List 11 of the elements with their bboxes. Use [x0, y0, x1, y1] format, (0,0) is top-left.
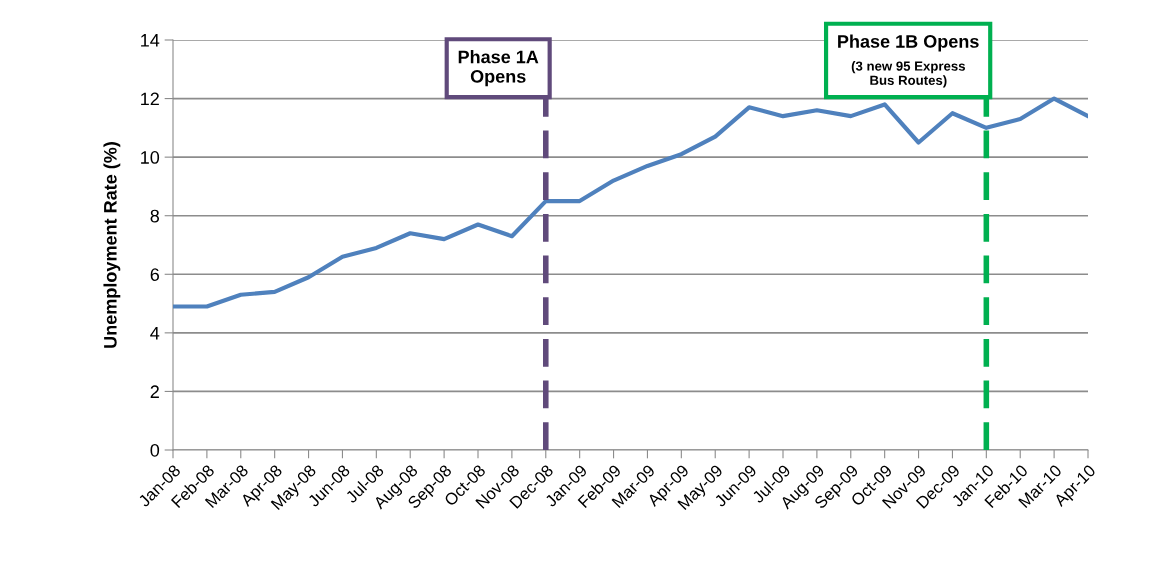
- y-tick-label: 14: [141, 34, 160, 47]
- y-tick-label: 0: [150, 443, 160, 457]
- y-tick-label: 10: [141, 151, 160, 164]
- y-tick-label: 12: [141, 92, 159, 106]
- ref-line-label: Phase 1A Opens: [458, 50, 539, 87]
- y-tick-label: 6: [150, 268, 160, 282]
- y-tick-label: 4: [150, 326, 160, 340]
- y-axis-title: Unemployment Rate (%): [103, 142, 121, 348]
- y-tick-label: 2: [150, 385, 159, 398]
- ref-line-label: Phase 1B Opens (3 new 95 Express Bus Routes): [838, 34, 979, 88]
- y-tick-label: 8: [150, 209, 160, 223]
